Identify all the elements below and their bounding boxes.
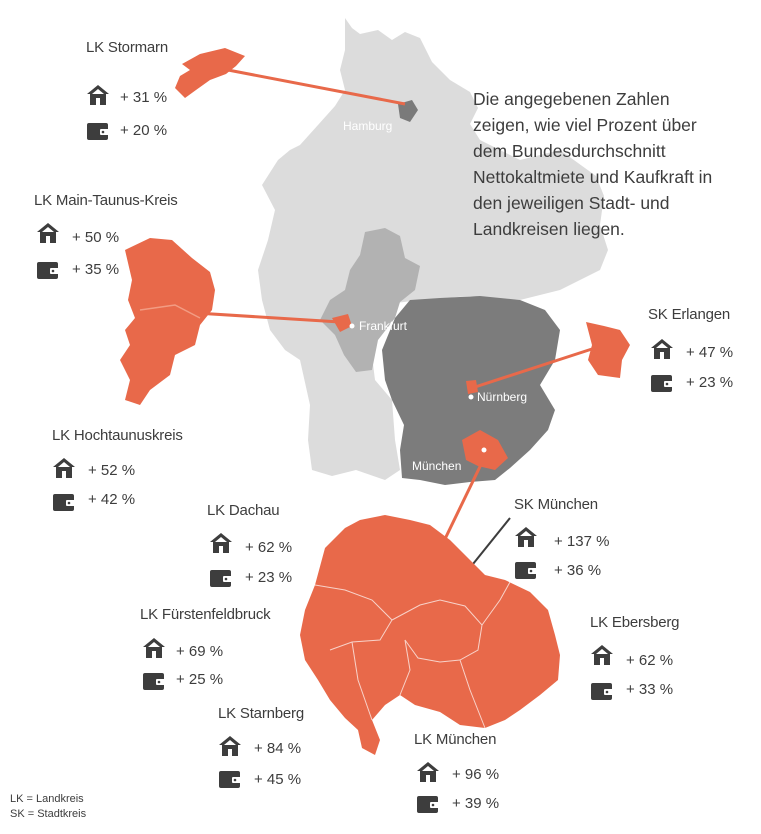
city-label-frankfurt: Frankfurt — [359, 319, 408, 333]
rent-value: + 47 % — [686, 344, 734, 361]
county-borders — [314, 581, 511, 729]
city-label-muenchen: München — [412, 459, 462, 473]
district-main-taunus: LK Main-Taunus-Kreis + 50 % + 35 % — [34, 192, 178, 209]
erlangen-detail-shape — [586, 322, 630, 378]
rent-value: + 62 % — [626, 652, 674, 669]
munich-counties-shape — [300, 515, 560, 755]
house-icon — [218, 735, 242, 757]
district-name: LK Stormarn — [86, 39, 168, 56]
purchasing-power-value: + 36 % — [554, 562, 602, 579]
wallet-icon — [86, 120, 110, 142]
district-erlangen: SK Erlangen + 47 % + 23 % — [648, 306, 733, 323]
house-icon — [142, 637, 166, 659]
wallet-icon — [36, 259, 60, 281]
hessen-shape — [320, 228, 420, 372]
purchasing-power-value: + 42 % — [88, 491, 136, 508]
purchasing-power-value: + 23 % — [686, 374, 734, 391]
stormarn-detail-shape — [175, 48, 245, 98]
germany-shape — [258, 18, 608, 480]
house-icon — [590, 644, 614, 666]
district-lk-muenchen: LK München + 96 % + 39 % — [414, 731, 499, 748]
purchasing-power-value: + 45 % — [254, 771, 302, 788]
rent-value: + 52 % — [88, 462, 136, 479]
rent-value: + 50 % — [72, 229, 120, 246]
city-label-hamburg: Hamburg — [343, 119, 393, 133]
purchasing-power-value: + 35 % — [72, 261, 120, 278]
rent-value: + 137 % — [554, 533, 610, 550]
wallet-icon — [590, 680, 614, 702]
district-starnberg: LK Starnberg + 84 % + 45 % — [218, 705, 304, 788]
city-dots — [349, 323, 487, 453]
purchasing-power-value: + 39 % — [452, 795, 500, 812]
wallet-icon — [218, 768, 242, 790]
rent-value: + 69 % — [176, 643, 224, 660]
house-icon — [650, 338, 674, 360]
rent-value: + 84 % — [254, 740, 302, 757]
purchasing-power-value: + 20 % — [120, 122, 168, 139]
wallet-icon — [416, 793, 440, 815]
rent-value: + 31 % — [120, 89, 168, 106]
frankfurt-area-shape — [332, 314, 352, 332]
house-icon — [86, 84, 110, 106]
wallet-icon — [52, 491, 76, 513]
district-fuerstenfeldbruck: LK Fürstenfeldbruck + 69 % + 25 % — [140, 606, 271, 623]
wallet-icon — [650, 372, 674, 394]
district-stormarn: LK Stormarn + 31 % + 20 % — [86, 39, 168, 126]
house-icon — [36, 222, 60, 244]
wallet-icon — [142, 670, 166, 692]
district-dachau: LK Dachau + 62 % + 23 % — [207, 502, 292, 519]
house-icon — [416, 761, 440, 783]
explanation-note: Die angegebenen Zahlen zeigen, wie viel … — [473, 89, 713, 239]
district-sk-muenchen: SK München + 137 % + 36 % — [514, 496, 610, 579]
rent-value: + 96 % — [452, 766, 500, 783]
wallet-icon — [514, 559, 538, 581]
house-icon — [514, 526, 538, 548]
purchasing-power-value: + 33 % — [626, 681, 674, 698]
house-icon — [209, 532, 233, 554]
wallet-icon — [209, 567, 233, 589]
stormarn-small-shape — [398, 100, 418, 122]
rent-value: + 62 % — [245, 539, 293, 556]
city-label-nuernberg: Nürnberg — [477, 390, 528, 404]
purchasing-power-value: + 23 % — [245, 569, 293, 586]
district-ebersberg: LK Ebersberg + 62 % + 33 % — [590, 614, 680, 631]
house-icon — [52, 457, 76, 479]
purchasing-power-value: + 25 % — [176, 671, 224, 688]
taunus-detail-shape — [120, 238, 215, 405]
abbreviation-legend: LK = Landkreis SK = Stadtkreis — [10, 793, 87, 820]
district-hochtaunus: LK Hochtaunuskreis + 52 % + 42 % — [52, 427, 183, 444]
